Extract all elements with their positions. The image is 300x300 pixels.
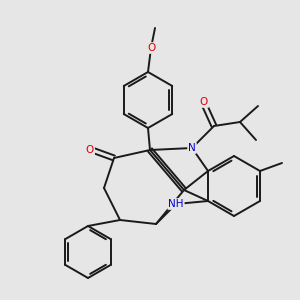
Text: NH: NH [168, 199, 184, 209]
Text: O: O [148, 43, 156, 53]
Text: N: N [188, 143, 196, 153]
Text: O: O [86, 145, 94, 155]
Text: O: O [200, 97, 208, 107]
